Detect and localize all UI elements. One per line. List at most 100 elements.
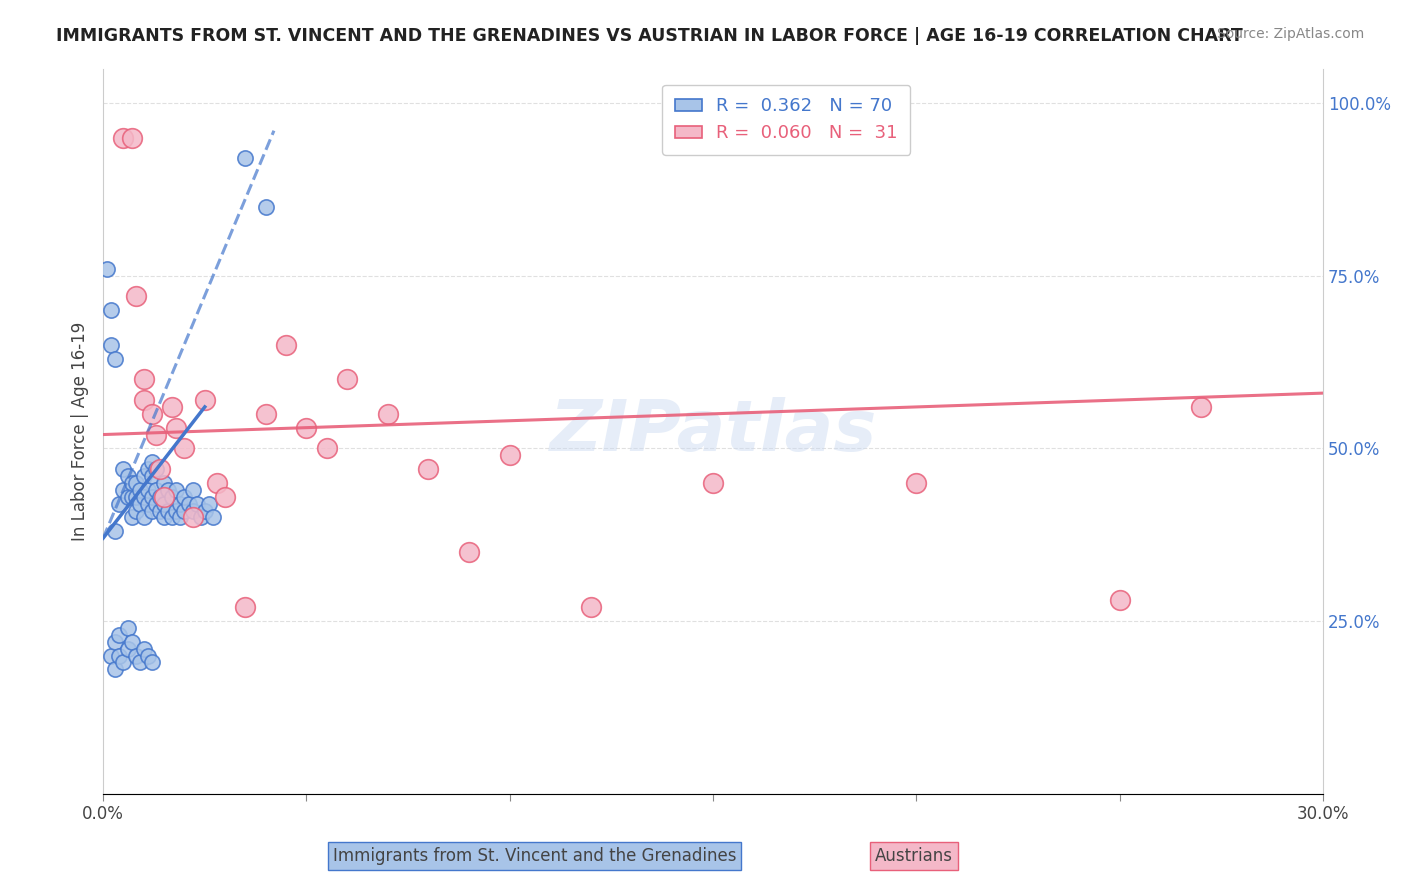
Point <box>162 490 184 504</box>
Point <box>112 656 135 670</box>
Point <box>136 483 159 497</box>
Point <box>162 510 184 524</box>
Point <box>145 427 167 442</box>
Point <box>149 503 172 517</box>
Point <box>132 641 155 656</box>
Text: Source: ZipAtlas.com: Source: ZipAtlas.com <box>1216 27 1364 41</box>
Point <box>418 462 440 476</box>
Y-axis label: In Labor Force | Age 16-19: In Labor Force | Age 16-19 <box>72 321 89 541</box>
Point <box>104 662 127 676</box>
Point <box>186 497 208 511</box>
Point <box>128 497 150 511</box>
Point <box>165 420 187 434</box>
Point <box>132 392 155 407</box>
Point <box>117 490 139 504</box>
Point <box>141 503 163 517</box>
Point <box>1189 400 1212 414</box>
Point <box>136 648 159 663</box>
Text: Immigrants from St. Vincent and the Grenadines: Immigrants from St. Vincent and the Gren… <box>333 847 735 865</box>
Point <box>136 497 159 511</box>
Point <box>336 372 359 386</box>
Point <box>121 130 143 145</box>
Point <box>153 497 176 511</box>
Point <box>117 469 139 483</box>
Point <box>132 510 155 524</box>
Point <box>169 497 191 511</box>
Point <box>499 448 522 462</box>
Point <box>108 628 131 642</box>
Point <box>124 648 146 663</box>
Point <box>132 372 155 386</box>
Point <box>194 503 217 517</box>
Point <box>214 490 236 504</box>
Point <box>100 648 122 663</box>
Point <box>112 462 135 476</box>
Point <box>276 338 298 352</box>
Point <box>149 490 172 504</box>
Point <box>173 442 195 456</box>
Point <box>315 442 337 456</box>
Point <box>157 483 180 497</box>
Point <box>128 483 150 497</box>
Point <box>157 503 180 517</box>
Point <box>702 475 724 490</box>
Point <box>117 621 139 635</box>
Point <box>124 503 146 517</box>
Point <box>112 483 135 497</box>
Point <box>141 490 163 504</box>
Point <box>124 490 146 504</box>
Point <box>165 483 187 497</box>
Point <box>201 510 224 524</box>
Point <box>235 600 257 615</box>
Point <box>108 648 131 663</box>
Point <box>254 200 277 214</box>
Text: IMMIGRANTS FROM ST. VINCENT AND THE GRENADINES VS AUSTRIAN IN LABOR FORCE | AGE : IMMIGRANTS FROM ST. VINCENT AND THE GREN… <box>56 27 1243 45</box>
Point <box>235 151 257 165</box>
Point <box>108 497 131 511</box>
Point <box>145 497 167 511</box>
Point <box>104 524 127 539</box>
Point <box>141 469 163 483</box>
Point <box>117 641 139 656</box>
Point <box>165 503 187 517</box>
Point <box>190 510 212 524</box>
Point <box>149 462 172 476</box>
Point <box>145 483 167 497</box>
Point <box>136 462 159 476</box>
Point <box>121 490 143 504</box>
Point <box>177 497 200 511</box>
Point <box>194 392 217 407</box>
Point <box>112 130 135 145</box>
Point <box>128 656 150 670</box>
Point <box>104 634 127 648</box>
Point <box>198 497 221 511</box>
Point <box>153 490 176 504</box>
Point <box>173 503 195 517</box>
Legend: R =  0.362   N = 70, R =  0.060   N =  31: R = 0.362 N = 70, R = 0.060 N = 31 <box>662 85 911 155</box>
Point <box>181 483 204 497</box>
Point <box>458 545 481 559</box>
Point <box>295 420 318 434</box>
Point <box>141 656 163 670</box>
Point <box>905 475 928 490</box>
Point <box>169 510 191 524</box>
Point <box>100 303 122 318</box>
Point <box>181 503 204 517</box>
Text: ZIPatlas: ZIPatlas <box>550 397 877 466</box>
Point <box>96 261 118 276</box>
Point <box>132 490 155 504</box>
Point <box>132 469 155 483</box>
Point <box>124 475 146 490</box>
Point <box>104 351 127 366</box>
Point <box>141 407 163 421</box>
Point <box>579 600 602 615</box>
Text: Austrians: Austrians <box>875 847 953 865</box>
Point <box>121 634 143 648</box>
Point <box>1108 593 1130 607</box>
Point <box>173 490 195 504</box>
Point <box>121 475 143 490</box>
Point <box>153 510 176 524</box>
Point <box>100 338 122 352</box>
Point <box>205 475 228 490</box>
Point <box>181 510 204 524</box>
